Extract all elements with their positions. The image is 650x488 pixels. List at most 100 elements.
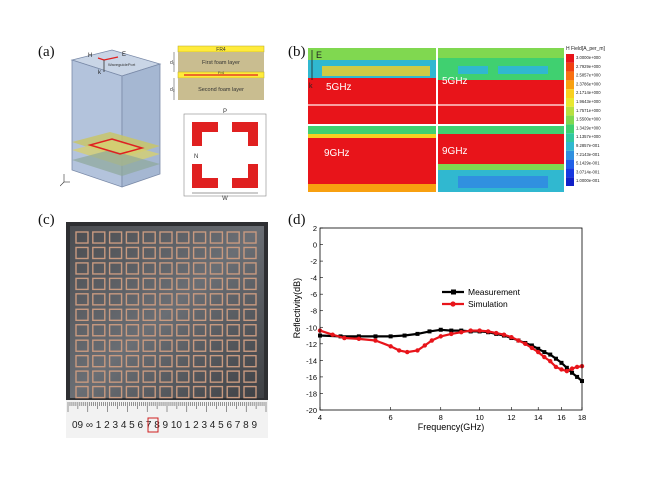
y-tick-label: -4 bbox=[310, 274, 317, 283]
unit-cell bbox=[75, 385, 89, 399]
legend-swatch bbox=[566, 150, 574, 160]
unit-cell bbox=[75, 324, 89, 337]
unit-cell bbox=[192, 246, 207, 260]
first-foam-text: First foam layer bbox=[202, 60, 240, 66]
unit-cell bbox=[159, 277, 173, 291]
unit-cell bbox=[142, 246, 156, 260]
unit-cell bbox=[243, 277, 257, 291]
x-tick-label: 14 bbox=[534, 413, 542, 422]
unit-cell bbox=[192, 293, 207, 306]
x-tick-label: 12 bbox=[507, 413, 515, 422]
unit-cell bbox=[192, 324, 207, 337]
unit-cell bbox=[75, 246, 89, 260]
e-label: E bbox=[122, 52, 126, 58]
unit-cell bbox=[159, 231, 173, 244]
measurement-point bbox=[548, 352, 553, 357]
legend-swatch bbox=[566, 133, 574, 142]
unit-cell bbox=[176, 246, 190, 260]
unit-cell bbox=[159, 354, 173, 368]
unit-cell bbox=[92, 231, 106, 244]
p-label: P bbox=[223, 109, 227, 115]
legend-title: H Field[A_per_m] bbox=[566, 46, 606, 52]
resonator-ring bbox=[87, 138, 145, 155]
unit-cell bbox=[108, 354, 123, 368]
e-field-label: E bbox=[316, 50, 322, 60]
simulation-point bbox=[553, 364, 559, 370]
simulation-point bbox=[429, 338, 435, 343]
unit-cell bbox=[159, 262, 173, 275]
measurement-point bbox=[559, 360, 564, 365]
simulation-point bbox=[405, 349, 410, 355]
unit-cell bbox=[108, 339, 123, 352]
unit-cell bbox=[209, 246, 224, 260]
unit-cell bbox=[75, 354, 89, 368]
legend-marker bbox=[450, 301, 456, 307]
unit-cell bbox=[209, 293, 224, 306]
unit-cell bbox=[159, 385, 173, 399]
absorber-plate bbox=[70, 226, 264, 398]
measurement-point bbox=[388, 334, 393, 339]
unit-cell bbox=[92, 354, 106, 368]
unit-cell bbox=[92, 324, 106, 337]
simulation-point bbox=[564, 368, 570, 374]
unit-cell bbox=[176, 324, 190, 337]
unit-cell bbox=[75, 231, 89, 244]
d2-label: d₂ bbox=[170, 87, 175, 93]
corner-patch-bl bbox=[192, 164, 218, 188]
unit-cell bbox=[125, 262, 140, 275]
simulation-point bbox=[373, 338, 378, 343]
legend-value: 2.3786e+000 bbox=[576, 81, 601, 86]
unit-cell bbox=[142, 324, 156, 337]
n-label: N bbox=[194, 154, 198, 160]
unit-cell bbox=[176, 339, 190, 352]
legend-value: 3.0000e+000 bbox=[576, 55, 601, 60]
legend-value: 1.9643e+000 bbox=[576, 99, 601, 104]
simulation-point bbox=[529, 345, 535, 351]
measurement-point bbox=[402, 333, 407, 338]
unit-cell bbox=[192, 370, 207, 383]
unit-cell bbox=[142, 385, 156, 399]
field-legend: 3.0000e+000 2.7929e+000 2.5857e+000 2.3786e… bbox=[566, 54, 601, 186]
unit-cell bbox=[209, 370, 224, 383]
unit-cell bbox=[75, 277, 89, 291]
unit-cell bbox=[125, 231, 140, 244]
legend-value: 9.2857e-001 bbox=[576, 143, 600, 148]
measurement-point bbox=[536, 346, 541, 351]
unit-cell bbox=[92, 308, 106, 322]
y-tick-label: -20 bbox=[306, 406, 317, 415]
unit-cell bbox=[209, 354, 224, 368]
simulation-point bbox=[342, 335, 347, 341]
unit-cell bbox=[176, 262, 190, 275]
chart-ticks: 2 0 -2 -4 -6 -8 -10 -12 -14 -16 -18 -204 6 8 10 12 14 16 1… bbox=[306, 224, 586, 422]
legend-swatch bbox=[566, 98, 574, 107]
freq-label-tr: 5GHz bbox=[442, 76, 468, 87]
unit-cell bbox=[142, 262, 156, 275]
panel-label-d: (d) bbox=[288, 212, 306, 228]
unit-cell bbox=[142, 277, 156, 291]
unit-cell bbox=[159, 324, 173, 337]
unit-cell bbox=[92, 262, 106, 275]
unit-cell bbox=[125, 370, 140, 383]
unit-cell bbox=[209, 385, 224, 399]
unit-cell bbox=[125, 324, 140, 337]
measurement-point bbox=[570, 370, 575, 375]
h-label: H bbox=[88, 53, 92, 59]
unit-cell bbox=[75, 339, 89, 352]
y-tick-label: -2 bbox=[310, 257, 317, 266]
simulation-point bbox=[536, 349, 541, 355]
unit-cell bbox=[192, 308, 207, 322]
simulation-point bbox=[396, 348, 402, 353]
unit-cell bbox=[176, 293, 190, 306]
unit-cell bbox=[192, 354, 207, 368]
chart-legend: Measurement Simulation bbox=[442, 287, 521, 309]
unit-cell bbox=[125, 277, 140, 291]
unit-cell bbox=[243, 246, 257, 260]
corner-patch-tl bbox=[192, 122, 218, 146]
legend-swatch bbox=[566, 71, 574, 81]
unit-cell bbox=[142, 231, 156, 244]
simulation-point bbox=[501, 332, 507, 337]
unit-cell bbox=[243, 308, 257, 322]
x-tick-label: 4 bbox=[318, 413, 322, 422]
unit-cell bbox=[209, 308, 224, 322]
k-vector-label: k bbox=[309, 83, 313, 90]
